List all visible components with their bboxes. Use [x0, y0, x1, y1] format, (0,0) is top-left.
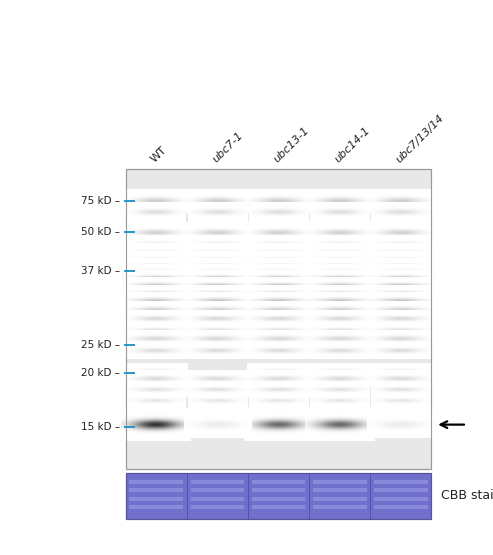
Bar: [313, 488, 367, 492]
Bar: [313, 497, 367, 501]
Bar: [126, 169, 431, 469]
Bar: [190, 497, 245, 501]
Text: 50 kD –: 50 kD –: [81, 227, 120, 237]
Bar: [126, 473, 431, 519]
Bar: [126, 473, 431, 519]
Text: 75 kD –: 75 kD –: [81, 196, 120, 206]
Bar: [374, 505, 428, 509]
Bar: [251, 505, 306, 509]
Text: ubc14-1: ubc14-1: [333, 125, 372, 165]
Bar: [126, 169, 431, 469]
Bar: [129, 497, 183, 501]
Bar: [190, 488, 245, 492]
Bar: [129, 488, 183, 492]
Bar: [251, 480, 306, 484]
Text: ubc7-1: ubc7-1: [211, 130, 245, 165]
Bar: [190, 480, 245, 484]
Text: ubc13-1: ubc13-1: [272, 125, 311, 165]
Bar: [374, 480, 428, 484]
Bar: [251, 497, 306, 501]
Bar: [251, 488, 306, 492]
Bar: [190, 505, 245, 509]
Text: 20 kD –: 20 kD –: [81, 368, 120, 378]
Text: 37 kD –: 37 kD –: [81, 266, 120, 276]
Text: 25 kD –: 25 kD –: [81, 340, 120, 350]
Text: ubc7/13/14: ubc7/13/14: [394, 113, 446, 165]
Bar: [374, 497, 428, 501]
Bar: [129, 505, 183, 509]
Text: CBB staining: CBB staining: [441, 490, 493, 502]
Bar: [129, 480, 183, 484]
Bar: [313, 505, 367, 509]
Bar: [374, 488, 428, 492]
Bar: [313, 480, 367, 484]
Text: WT: WT: [149, 145, 169, 165]
Text: 15 kD –: 15 kD –: [81, 422, 120, 432]
